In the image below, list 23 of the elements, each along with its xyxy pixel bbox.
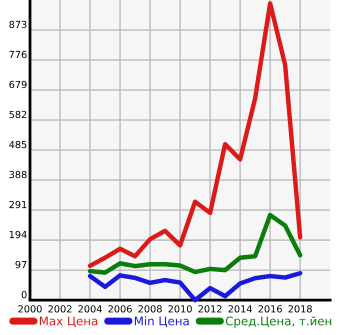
y-tick-label: 194 <box>10 230 27 238</box>
x-tick-label: 2006 <box>108 305 132 313</box>
x-tick-label: 2008 <box>138 305 162 313</box>
x-tick-label: 2010 <box>168 305 192 313</box>
y-tick-label: 97 <box>15 260 26 268</box>
y-tick-label: 679 <box>9 80 27 88</box>
y-tick-label: 388 <box>9 170 27 178</box>
y-tick-label: 873 <box>9 20 26 28</box>
x-tick-label: 2012 <box>198 305 222 313</box>
x-tick-label: 2014 <box>228 305 252 313</box>
legend-label: Min Цена <box>134 316 189 328</box>
x-tick-label: 2002 <box>48 305 72 313</box>
y-tick-label: 485 <box>9 140 26 148</box>
y-tick-label: 0 <box>22 290 27 298</box>
y-tick-label: 776 <box>9 50 27 58</box>
legend-label: Сред.Цена, т.йен <box>226 316 332 328</box>
x-tick-label: 2000 <box>18 305 42 313</box>
y-tick-label: 582 <box>9 110 26 118</box>
legend-label: Max Цена <box>40 316 98 328</box>
x-tick-label: 2018 <box>288 305 312 313</box>
x-tick-label: 2016 <box>258 305 282 313</box>
x-tick-label: 2004 <box>78 305 102 313</box>
y-tick-label: 291 <box>9 200 26 208</box>
